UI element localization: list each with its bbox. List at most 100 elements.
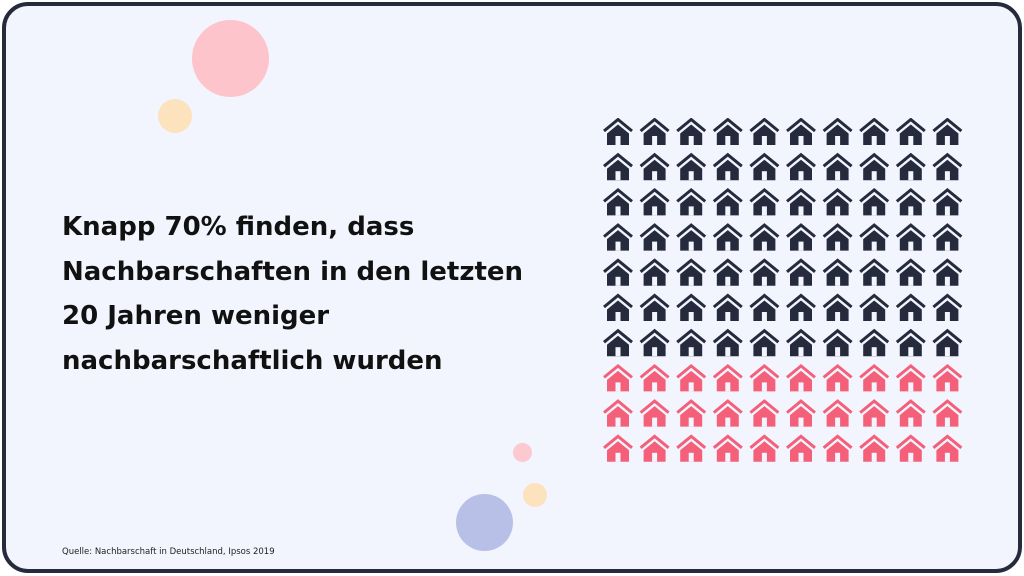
waffle-house-icon — [639, 258, 670, 286]
waffle-house-icon — [749, 152, 780, 181]
waffle-house-icon — [822, 363, 853, 392]
waffle-house-icon — [822, 434, 853, 462]
waffle-house-icon — [603, 363, 633, 392]
waffle-house-icon — [676, 293, 707, 321]
waffle-house-icon — [676, 118, 707, 145]
waffle-house-icon — [786, 293, 816, 321]
waffle-house-icon — [712, 293, 743, 321]
waffle-house-icon — [639, 223, 670, 251]
waffle-house-icon — [859, 258, 890, 286]
waffle-house-icon — [822, 152, 853, 181]
waffle-house-icon — [603, 118, 633, 145]
waffle-house-icon — [639, 152, 670, 181]
waffle-house-icon — [859, 434, 890, 462]
waffle-house-icon — [932, 223, 963, 251]
waffle-house-icon — [712, 363, 743, 392]
waffle-house-icon — [932, 258, 963, 286]
waffle-house-icon — [822, 399, 853, 427]
waffle-house-icon — [786, 363, 816, 392]
source-note: Quelle: Nachbarschaft in Deutschland, Ip… — [62, 547, 275, 557]
waffle-house-icon — [859, 363, 890, 392]
waffle-house-icon — [859, 152, 890, 181]
waffle-house-icon — [676, 434, 707, 462]
waffle-house-icon — [859, 187, 890, 216]
waffle-house-icon — [822, 118, 853, 145]
waffle-house-icon — [639, 434, 670, 462]
waffle-house-icon — [639, 328, 670, 357]
decorative-bubble-blue — [456, 494, 513, 551]
waffle-house-icon — [749, 293, 780, 321]
waffle-house-icon — [895, 187, 926, 216]
waffle-house-icon — [712, 152, 743, 181]
waffle-house-icon — [932, 293, 963, 321]
waffle-house-icon — [749, 399, 780, 427]
waffle-house-icon — [786, 223, 816, 251]
waffle-house-icon — [676, 258, 707, 286]
waffle-house-icon — [895, 258, 926, 286]
waffle-house-icon — [822, 187, 853, 216]
waffle-house-icon — [639, 399, 670, 427]
waffle-house-icon — [749, 434, 780, 462]
headline: Knapp 70% finden, dass Nachbarschaften i… — [62, 212, 524, 376]
waffle-house-icon — [786, 328, 816, 357]
waffle-house-icon — [712, 187, 743, 216]
waffle-house-icon — [786, 118, 816, 145]
waffle-house-icon — [603, 293, 633, 321]
waffle-house-icon — [895, 434, 926, 462]
decorative-bubble-pink-large — [192, 20, 269, 97]
waffle-house-icon — [895, 118, 926, 145]
waffle-house-icon — [749, 258, 780, 286]
waffle-house-icon — [639, 293, 670, 321]
waffle-house-icon — [859, 293, 890, 321]
waffle-house-icon — [932, 399, 963, 427]
waffle-house-icon — [603, 187, 633, 216]
waffle-house-icon — [749, 187, 780, 216]
waffle-house-icon — [676, 152, 707, 181]
waffle-house-icon — [712, 434, 743, 462]
waffle-house-icon — [603, 258, 633, 286]
waffle-house-icon — [859, 118, 890, 145]
waffle-house-icon — [676, 187, 707, 216]
waffle-house-icon — [859, 328, 890, 357]
waffle-house-icon — [822, 328, 853, 357]
waffle-house-icon — [749, 223, 780, 251]
waffle-house-icon — [676, 363, 707, 392]
waffle-house-icon — [822, 223, 853, 251]
waffle-house-icon — [712, 399, 743, 427]
waffle-house-icon — [895, 223, 926, 251]
waffle-chart — [603, 118, 963, 462]
waffle-house-icon — [822, 258, 853, 286]
waffle-house-icon — [895, 328, 926, 357]
waffle-house-icon — [603, 223, 633, 251]
waffle-house-icon — [859, 223, 890, 251]
waffle-house-icon — [859, 399, 890, 427]
waffle-house-icon — [932, 118, 963, 145]
waffle-house-icon — [712, 118, 743, 145]
waffle-house-icon — [932, 434, 963, 462]
waffle-house-icon — [676, 223, 707, 251]
waffle-house-icon — [749, 328, 780, 357]
waffle-house-icon — [676, 399, 707, 427]
waffle-house-icon — [895, 363, 926, 392]
waffle-house-icon — [895, 293, 926, 321]
waffle-house-icon — [895, 399, 926, 427]
waffle-house-icon — [749, 363, 780, 392]
waffle-house-icon — [639, 187, 670, 216]
waffle-house-icon — [786, 434, 816, 462]
waffle-house-icon — [786, 152, 816, 181]
waffle-house-icon — [712, 223, 743, 251]
waffle-house-icon — [639, 363, 670, 392]
waffle-house-icon — [712, 328, 743, 357]
waffle-house-icon — [712, 258, 743, 286]
decorative-bubble-orange-small — [158, 99, 192, 133]
waffle-house-icon — [676, 328, 707, 357]
waffle-house-icon — [932, 363, 963, 392]
waffle-house-icon — [639, 118, 670, 145]
waffle-house-icon — [603, 399, 633, 427]
waffle-house-icon — [786, 399, 816, 427]
decorative-bubble-pink-tiny — [513, 443, 532, 462]
waffle-house-icon — [932, 187, 963, 216]
waffle-house-icon — [749, 118, 780, 145]
waffle-house-icon — [786, 258, 816, 286]
